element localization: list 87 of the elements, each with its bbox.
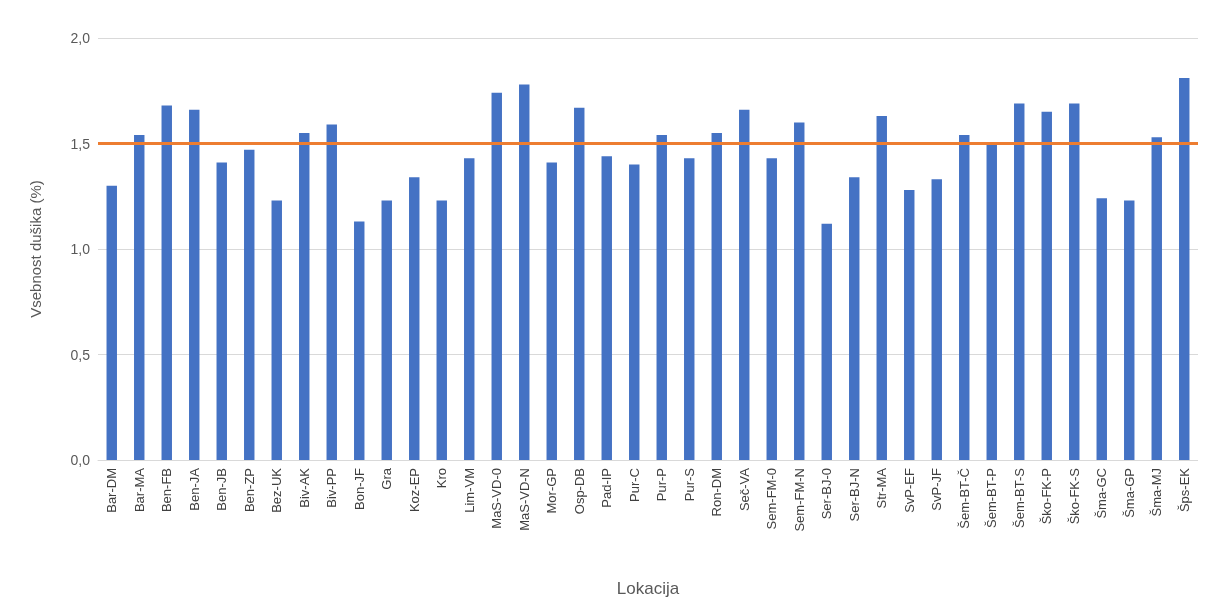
x-tick-label: Lim-VM [461,468,477,513]
x-tick-label: Biv-PP [324,468,340,508]
bar [1069,103,1080,460]
bar [794,122,805,460]
x-tick-label: Koz-EP [406,468,422,513]
y-tick-label: 2,0 [70,30,91,46]
x-tick-label: Ron-DM [709,468,725,517]
bar [1124,200,1135,460]
bar [574,107,585,460]
x-tick-label: Pur-P [654,468,670,502]
x-tick-label: Šma-GC [1094,468,1110,519]
bar [491,92,502,460]
bar [1096,198,1107,460]
bar [244,149,255,460]
bar [216,162,227,460]
y-tick-label: 1,0 [70,241,91,257]
bar [629,164,640,460]
x-axis-title: Lokacija [616,579,680,598]
bar [711,132,722,460]
bar [601,156,612,460]
bar [299,132,310,460]
x-tick-label: Šps-EK [1176,467,1192,513]
x-tick-label: Osp-DB [571,468,587,515]
bar [766,158,777,460]
bar [106,185,117,460]
bar [849,177,860,460]
bar [986,143,997,460]
x-tick-label: Gra [379,467,395,490]
bar [904,189,915,460]
x-tick-label: MaS-VD-N [516,468,532,531]
y-tick-label: 0,5 [70,346,91,363]
y-tick-label: 0,0 [70,452,91,468]
x-tick-label: Pad-IP [599,468,615,508]
bar [161,105,172,460]
x-tick-label: MaS-VD-0 [489,468,505,529]
x-tick-label: Ško-FK-P [1039,468,1055,525]
x-tick-label: Kro [434,468,450,489]
bar [381,200,392,460]
x-tick-label: Šem-BT-P [984,468,1000,528]
x-tick-label: Bez-UK [269,467,285,513]
bar [271,200,282,460]
x-tick-label: Ben-FB [159,468,175,513]
bar [656,135,667,460]
bar [354,221,365,460]
x-tick-label: Pur-C [626,468,642,502]
bar [876,116,887,460]
bar [409,177,420,460]
bar [739,109,750,460]
x-tick-label: Biv-AK [296,467,312,508]
bar [326,124,337,460]
x-tick-label: Šma-GP [1121,468,1137,518]
x-tick-label: Šem-BT-Č [956,468,972,529]
x-tick-label: Sem-FM-0 [764,468,780,530]
x-tick-label: Šem-BT-S [1011,467,1027,528]
x-tick-label: SvP-EF [901,467,917,513]
x-tick-label: Ben-ZP [241,468,257,513]
bar [464,158,475,460]
x-tick-label: Seč-VA [736,467,752,512]
bar [959,135,970,460]
bar [436,200,447,460]
x-tick-label: Sem-FM-N [791,468,807,532]
bar [821,223,832,460]
x-tick-label: Ben-JB [214,468,230,511]
bar [134,135,145,460]
bar [519,84,530,460]
x-tick-label: Pur-S [681,467,697,502]
x-tick-label: Ser-BJ-0 [819,468,835,520]
bar [1041,111,1052,460]
x-tick-label: Šma-MJ [1149,468,1165,517]
bar [189,109,200,460]
x-tick-label: Bon-JF [351,467,367,510]
x-tick-label: Bar-MA [131,467,147,513]
x-tick-label: Ser-BJ-N [846,468,862,522]
x-tick-label: SvP-JF [929,467,945,511]
y-axis-title: Vsebnost dušika (%) [27,180,44,318]
x-tick-label: Mor-GP [544,468,560,514]
x-tick-label: Ško-FK-S [1066,467,1082,525]
bar [1014,103,1025,460]
bar [1151,137,1162,460]
bar [684,158,695,460]
bar [1179,78,1190,460]
x-tick-label: Str-MA [874,467,890,509]
x-tick-label: Bar-DM [104,468,120,513]
bar [546,162,557,460]
y-tick-label: 1,5 [70,135,91,152]
bar [931,179,942,460]
x-tick-label: Ben-JA [186,467,202,511]
